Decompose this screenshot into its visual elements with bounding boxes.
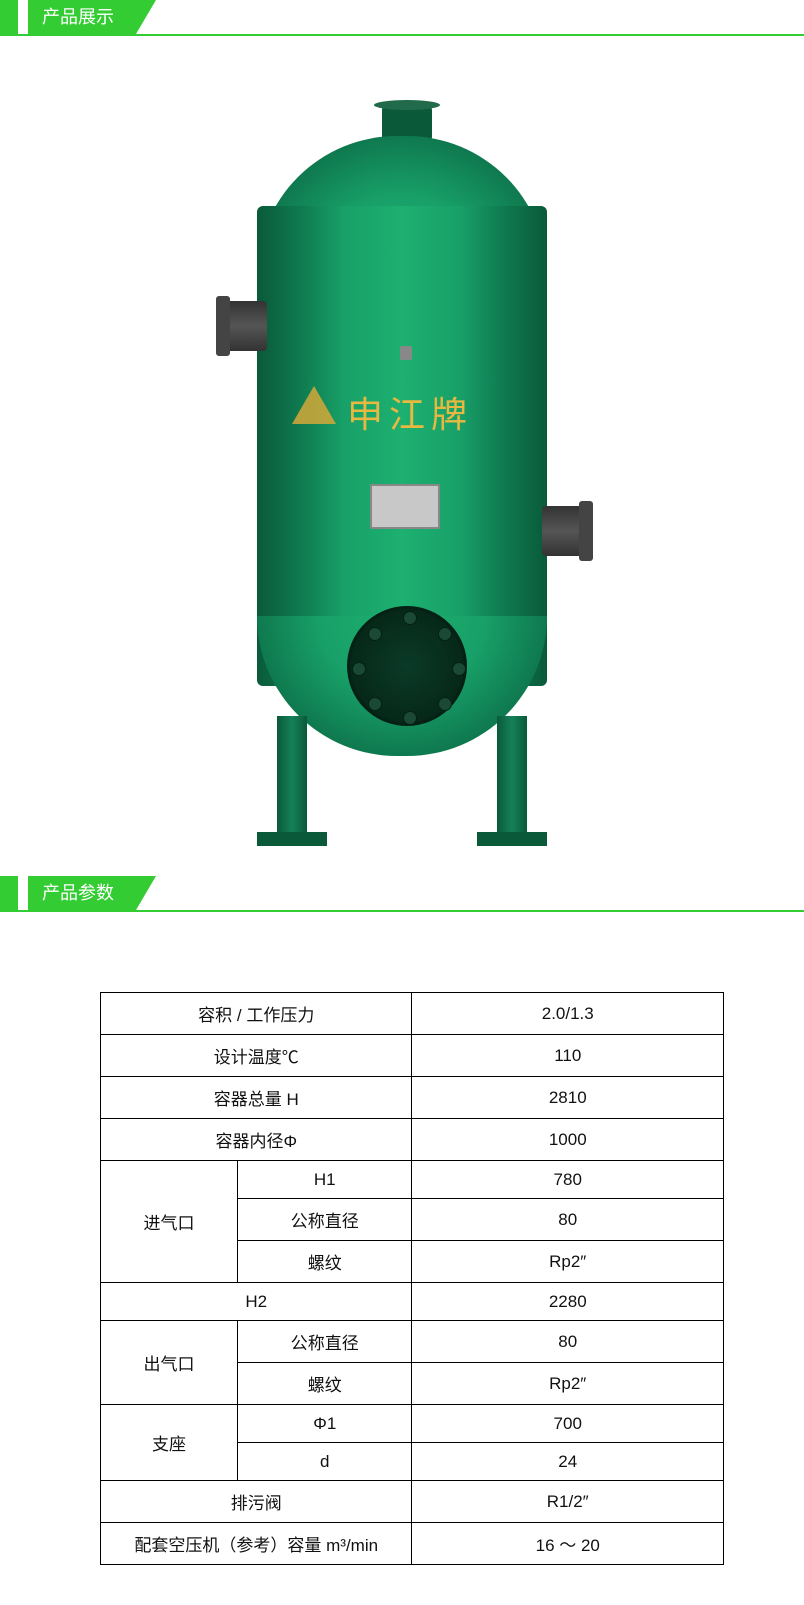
spec-group-label: 支座: [101, 1405, 238, 1481]
section-title-display: 产品展示: [28, 0, 136, 34]
spec-sub-label: 螺纹: [238, 1241, 412, 1283]
spec-value: 2810: [412, 1077, 724, 1119]
tank-leg-right: [497, 716, 527, 846]
spec-sub-label: 公称直径: [238, 1321, 412, 1363]
spec-label: 设计温度℃: [101, 1035, 412, 1077]
tank-foot-right: [477, 832, 547, 846]
spec-group-label: 出气口: [101, 1321, 238, 1405]
table-row: 进气口 H1 780: [101, 1161, 724, 1199]
tank-flange-left: [222, 301, 267, 351]
tank-nipple: [400, 346, 412, 360]
table-row: 排污阀 R1/2″: [101, 1481, 724, 1523]
table-row: 容积 / 工作压力 2.0/1.3: [101, 993, 724, 1035]
spec-value: 700: [412, 1405, 724, 1443]
tank-brand-text: 申江牌: [347, 386, 473, 438]
spec-sub-label: 公称直径: [238, 1199, 412, 1241]
table-row: 支座 Φ1 700: [101, 1405, 724, 1443]
spec-value: 16 ～ 20: [412, 1523, 724, 1565]
table-row: 出气口 公称直径 80: [101, 1321, 724, 1363]
accent-bar: [0, 876, 18, 910]
spec-value: 1000: [412, 1119, 724, 1161]
tank-nameplate: [370, 484, 440, 529]
section-header-display: 产品展示: [0, 0, 804, 36]
spec-group-label: 进气口: [101, 1161, 238, 1283]
table-row: 设计温度℃ 110: [101, 1035, 724, 1077]
table-row: 配套空压机（参考）容量 m³/min 16 ～ 20: [101, 1523, 724, 1565]
spec-label: 容器内径Φ: [101, 1119, 412, 1161]
tank-illustration: 申江牌: [202, 86, 602, 846]
spec-value: Rp2″: [412, 1363, 724, 1405]
table-row: 容器总量 H 2810: [101, 1077, 724, 1119]
spec-sub-label: 螺纹: [238, 1363, 412, 1405]
section-title-params: 产品参数: [28, 876, 136, 910]
spec-label: 容器总量 H: [101, 1077, 412, 1119]
spec-table-container: 容积 / 工作压力 2.0/1.3 设计温度℃ 110 容器总量 H 2810 …: [0, 932, 804, 1605]
section-header-params: 产品参数: [0, 876, 804, 912]
spec-sub-label: d: [238, 1443, 412, 1481]
spec-value: R1/2″: [412, 1481, 724, 1523]
tank-manhole: [347, 606, 467, 726]
spec-value: Rp2″: [412, 1241, 724, 1283]
tank-leg-left: [277, 716, 307, 846]
spec-value: 2280: [412, 1283, 724, 1321]
table-row: 容器内径Φ 1000: [101, 1119, 724, 1161]
spec-value: 2.0/1.3: [412, 993, 724, 1035]
accent-bar: [0, 0, 18, 34]
spec-label: 排污阀: [101, 1481, 412, 1523]
spec-value: 80: [412, 1199, 724, 1241]
spec-label: H2: [101, 1283, 412, 1321]
spec-sub-label: H1: [238, 1161, 412, 1199]
spec-label: 容积 / 工作压力: [101, 993, 412, 1035]
spec-value: 780: [412, 1161, 724, 1199]
tank-logo-icon: [292, 386, 336, 424]
table-row: H2 2280: [101, 1283, 724, 1321]
spec-value: 80: [412, 1321, 724, 1363]
spec-value: 24: [412, 1443, 724, 1481]
spec-table: 容积 / 工作压力 2.0/1.3 设计温度℃ 110 容器总量 H 2810 …: [100, 992, 724, 1565]
tank-foot-left: [257, 832, 327, 846]
spec-label: 配套空压机（参考）容量 m³/min: [101, 1523, 412, 1565]
product-display-area: 申江牌: [0, 56, 804, 876]
spec-value: 110: [412, 1035, 724, 1077]
tank-flange-right: [542, 506, 587, 556]
spec-sub-label: Φ1: [238, 1405, 412, 1443]
